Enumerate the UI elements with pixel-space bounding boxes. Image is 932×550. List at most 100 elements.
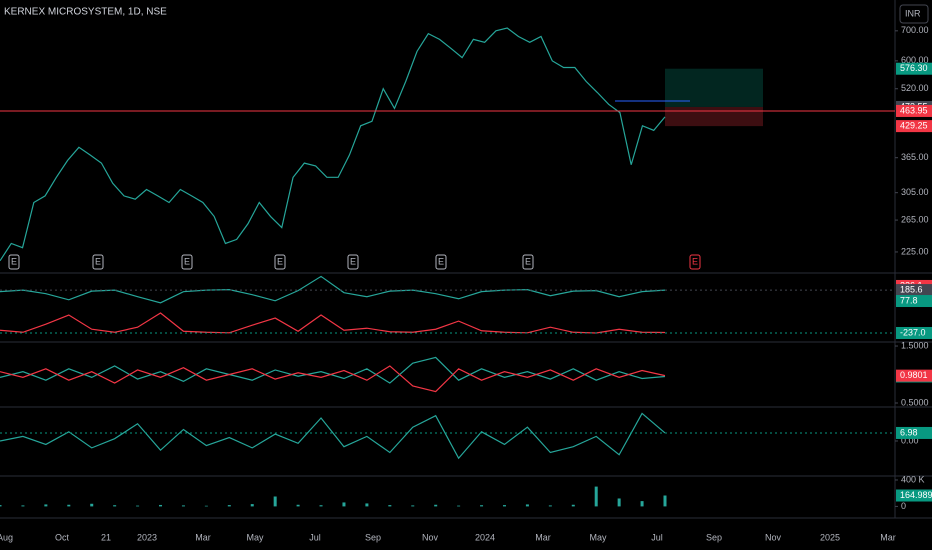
volume-bar	[617, 498, 621, 507]
currency-label[interactable]: INR	[905, 8, 921, 18]
volume-bar	[250, 504, 254, 507]
x-tick-label: Sep	[365, 532, 381, 542]
value-tag-label: -237.0	[900, 327, 926, 337]
volume-bar	[457, 505, 461, 507]
value-tag-label: 429.25	[900, 120, 928, 130]
y-tick-label: 600.00	[901, 55, 929, 65]
earnings-marker	[347, 254, 359, 270]
volume-bar	[525, 504, 529, 507]
value-tag-label: 576.30	[900, 63, 928, 73]
volume-bar	[411, 505, 415, 507]
x-tick-label: Nov	[765, 532, 782, 542]
x-tick-label: Mar	[880, 532, 896, 542]
stop-zone	[665, 106, 763, 127]
volume-bar	[365, 503, 369, 507]
y-tick-label: 0	[901, 501, 906, 511]
y-tick-label: 225.00	[901, 246, 929, 256]
x-tick-label: Nov	[422, 532, 439, 542]
value-tag-label: 463.95	[900, 105, 928, 115]
volume-bar	[181, 505, 185, 507]
x-tick-label: May	[589, 532, 607, 542]
y-tick-label: 265.00	[901, 214, 929, 224]
volume-bar	[136, 505, 140, 507]
x-tick-label: Aug	[0, 532, 13, 542]
series-line	[0, 412, 666, 460]
earnings-label: E	[277, 256, 283, 266]
x-tick-label: Jul	[309, 532, 321, 542]
y-tick-label: 365.00	[901, 152, 929, 162]
x-tick-label: 2025	[820, 532, 840, 542]
x-tick-label: Oct	[55, 532, 70, 542]
y-tick-label: 0.5000	[901, 397, 929, 407]
volume-bar	[571, 504, 575, 507]
y-tick-label: 305.00	[901, 187, 929, 197]
earnings-marker	[435, 254, 447, 270]
earnings-marker	[181, 254, 193, 270]
volume-bar	[44, 504, 48, 507]
earnings-label: E	[350, 256, 356, 266]
value-tag	[896, 369, 932, 382]
volume-bar	[67, 504, 71, 507]
series-line	[0, 312, 666, 334]
value-tag-label: 164.989 K	[900, 490, 932, 500]
value-tag	[896, 120, 932, 133]
earnings-marker	[8, 254, 20, 270]
x-tick-label: Jul	[651, 532, 663, 542]
volume-bar	[21, 505, 25, 507]
volume-bar	[273, 496, 277, 507]
volume-bar	[480, 505, 484, 507]
volume-bar	[90, 503, 94, 507]
value-tag	[896, 326, 932, 339]
earnings-label: E	[95, 256, 101, 266]
series-line	[0, 356, 666, 384]
x-tick-label: Mar	[195, 532, 211, 542]
volume-bar	[502, 505, 506, 507]
x-tick-label: Mar	[535, 532, 551, 542]
value-tag	[896, 426, 932, 439]
value-tag	[896, 284, 932, 297]
earnings-marker	[274, 254, 286, 270]
volume-bar	[227, 505, 231, 507]
earnings-marker	[689, 254, 701, 270]
x-tick-label: 2024	[475, 532, 495, 542]
x-tick-label: 21	[101, 532, 111, 542]
earnings-label: E	[525, 256, 531, 266]
value-tag-label: 6.98	[900, 427, 918, 437]
x-tick-label: Sep	[706, 532, 722, 542]
value-tag	[896, 295, 932, 308]
volume-bar	[640, 501, 644, 507]
value-tag-label: 185.6	[900, 284, 923, 294]
y-tick-label: 700.00	[901, 25, 929, 35]
y-tick-label: 520.00	[901, 83, 929, 93]
volume-bar	[0, 505, 2, 507]
series-line	[0, 365, 666, 393]
volume-bar	[319, 505, 323, 507]
value-tag-label: 77.8	[900, 295, 918, 305]
volume-bar	[434, 504, 438, 507]
earnings-label: E	[692, 256, 698, 266]
volume-bar	[159, 504, 163, 507]
earnings-marker	[522, 254, 534, 270]
volume-bar	[296, 504, 300, 507]
y-tick-label: 0.00	[901, 435, 919, 445]
currency-button[interactable]	[899, 4, 929, 24]
earnings-label: E	[184, 256, 190, 266]
volume-bar	[548, 505, 552, 507]
earnings-label: E	[438, 256, 444, 266]
value-tag	[896, 62, 932, 75]
earnings-marker	[92, 254, 104, 270]
value-tag	[896, 104, 932, 117]
chart-title: KERNEX MICROSYSTEM, 1D, NSE	[4, 7, 167, 18]
y-tick-label: 400 K	[901, 474, 925, 484]
volume-bar	[113, 505, 117, 507]
value-tag-label: 0.9801	[900, 370, 928, 380]
x-tick-label: May	[246, 532, 264, 542]
volume-bar	[594, 486, 598, 507]
x-tick-label: 2023	[137, 532, 157, 542]
volume-bar	[342, 502, 346, 507]
y-tick-label: 1.5000	[901, 340, 929, 350]
volume-bar	[663, 495, 667, 507]
volume-bar	[388, 505, 392, 507]
